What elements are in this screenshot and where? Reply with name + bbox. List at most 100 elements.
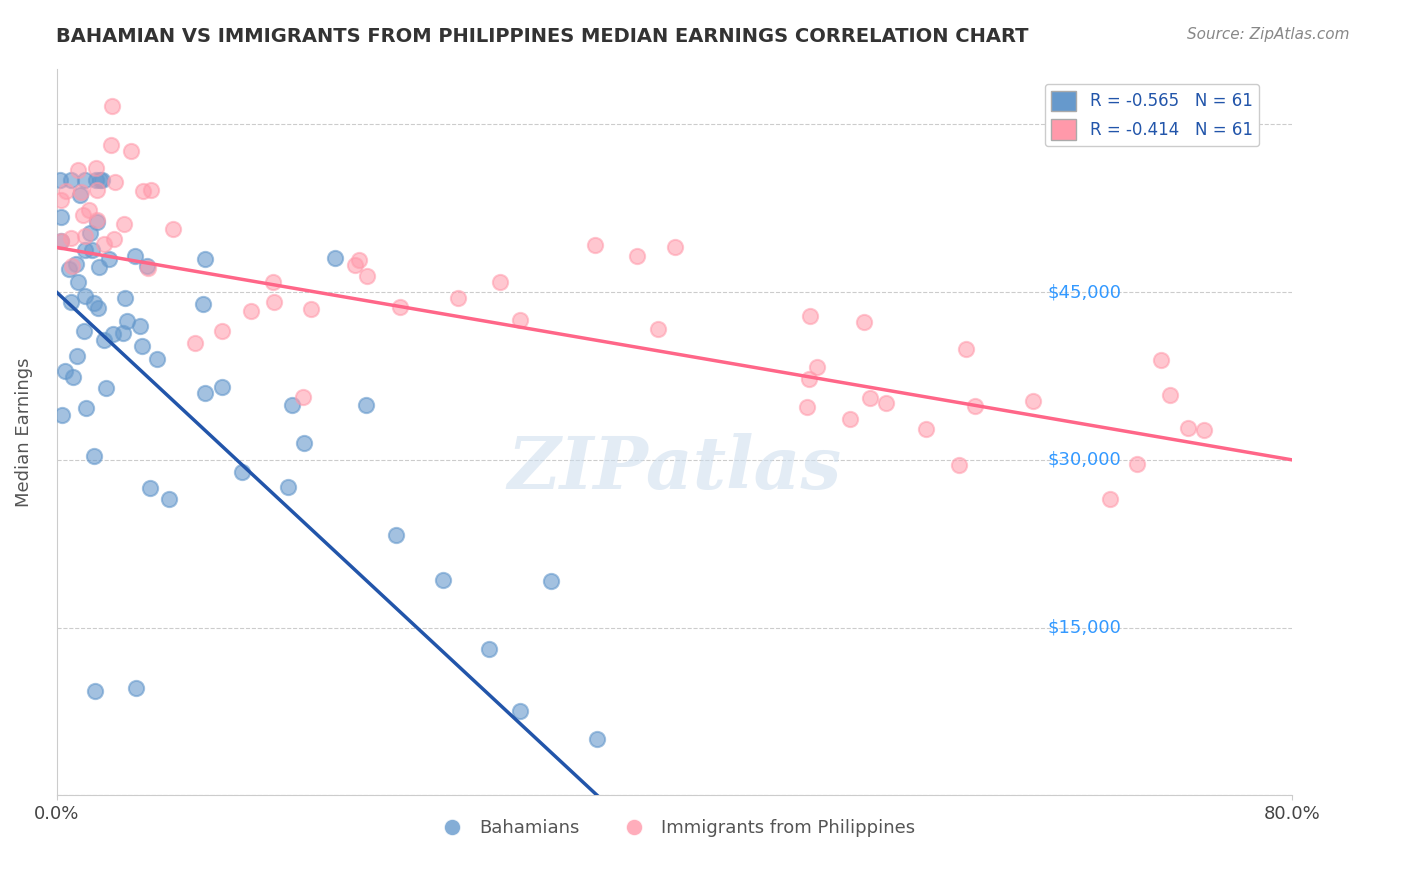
Bahamians: [82, 243, 104, 257]
Bahamians: [323, 251, 346, 265]
Immigrants from Philippines: [100, 138, 122, 153]
Y-axis label: Median Earnings: Median Earnings: [15, 357, 32, 507]
Immigrants from Philippines: [1022, 393, 1045, 408]
Immigrants from Philippines: [1126, 457, 1149, 471]
Bahamians: [509, 705, 531, 719]
Immigrants from Philippines: [797, 372, 820, 386]
Bahamians: [115, 314, 138, 328]
Bahamians: [86, 215, 108, 229]
Bahamians: [139, 481, 162, 495]
Bahamians: [136, 259, 159, 273]
Bahamians: [66, 275, 89, 289]
Bahamians: [98, 252, 121, 267]
Immigrants from Philippines: [86, 213, 108, 227]
Immigrants from Philippines: [262, 276, 284, 290]
Text: $30,000: $30,000: [1047, 451, 1122, 469]
Immigrants from Philippines: [132, 184, 155, 198]
Bahamians: [83, 296, 105, 310]
Immigrants from Philippines: [1159, 388, 1181, 402]
Text: Source: ZipAtlas.com: Source: ZipAtlas.com: [1187, 27, 1350, 42]
Text: $45,000: $45,000: [1047, 283, 1122, 301]
Immigrants from Philippines: [806, 360, 828, 375]
Immigrants from Philippines: [72, 208, 94, 222]
Immigrants from Philippines: [103, 232, 125, 246]
Bahamians: [75, 401, 97, 416]
Immigrants from Philippines: [488, 275, 510, 289]
Bahamians: [354, 398, 377, 412]
Text: ZIPatlas: ZIPatlas: [508, 433, 842, 504]
Bahamians: [89, 173, 111, 187]
Bahamians: [91, 173, 114, 187]
Immigrants from Philippines: [62, 260, 84, 274]
Immigrants from Philippines: [948, 458, 970, 472]
Immigrants from Philippines: [583, 238, 606, 252]
Immigrants from Philippines: [626, 249, 648, 263]
Immigrants from Philippines: [59, 230, 82, 244]
Bahamians: [146, 352, 169, 367]
Immigrants from Philippines: [51, 235, 73, 249]
Immigrants from Philippines: [70, 185, 93, 199]
Bahamians: [103, 326, 125, 341]
Bahamians: [93, 333, 115, 347]
Immigrants from Philippines: [239, 303, 262, 318]
Bahamians: [49, 210, 72, 224]
Immigrants from Philippines: [183, 336, 205, 351]
Bahamians: [60, 295, 83, 310]
Bahamians: [281, 398, 304, 412]
Bahamians: [89, 260, 111, 274]
Immigrants from Philippines: [915, 422, 938, 436]
Bahamians: [48, 173, 70, 187]
Bahamians: [292, 435, 315, 450]
Bahamians: [478, 642, 501, 657]
Immigrants from Philippines: [356, 269, 378, 284]
Immigrants from Philippines: [79, 202, 101, 217]
Immigrants from Philippines: [647, 322, 669, 336]
Text: BAHAMIAN VS IMMIGRANTS FROM PHILIPPINES MEDIAN EARNINGS CORRELATION CHART: BAHAMIAN VS IMMIGRANTS FROM PHILIPPINES …: [56, 27, 1029, 45]
Bahamians: [65, 349, 87, 363]
Bahamians: [194, 252, 217, 267]
Immigrants from Philippines: [955, 342, 977, 356]
Immigrants from Philippines: [509, 313, 531, 327]
Bahamians: [87, 301, 110, 315]
Bahamians: [58, 261, 80, 276]
Bahamians: [385, 528, 408, 542]
Legend: Bahamians, Immigrants from Philippines: Bahamians, Immigrants from Philippines: [427, 812, 922, 845]
Immigrants from Philippines: [162, 221, 184, 235]
Bahamians: [72, 324, 94, 338]
Immigrants from Philippines: [141, 184, 163, 198]
Bahamians: [124, 249, 146, 263]
Bahamians: [194, 385, 217, 400]
Text: $15,000: $15,000: [1047, 619, 1122, 637]
Immigrants from Philippines: [664, 240, 686, 254]
Bahamians: [211, 380, 233, 394]
Immigrants from Philippines: [388, 300, 411, 314]
Bahamians: [83, 449, 105, 463]
Bahamians: [191, 297, 214, 311]
Bahamians: [84, 173, 107, 187]
Immigrants from Philippines: [347, 252, 370, 267]
Bahamians: [540, 574, 562, 589]
Bahamians: [157, 492, 180, 507]
Immigrants from Philippines: [447, 292, 470, 306]
Bahamians: [129, 318, 152, 333]
Immigrants from Philippines: [51, 193, 73, 207]
Bahamians: [277, 480, 299, 494]
Immigrants from Philippines: [1099, 492, 1122, 507]
Immigrants from Philippines: [299, 301, 322, 316]
Bahamians: [111, 326, 134, 341]
Bahamians: [125, 681, 148, 696]
Text: $60,000: $60,000: [1047, 115, 1121, 134]
Immigrants from Philippines: [292, 390, 315, 404]
Bahamians: [51, 408, 73, 422]
Bahamians: [62, 370, 84, 384]
Bahamians: [432, 574, 454, 588]
Immigrants from Philippines: [55, 184, 77, 198]
Bahamians: [586, 732, 609, 747]
Bahamians: [114, 291, 136, 305]
Immigrants from Philippines: [120, 144, 142, 158]
Bahamians: [231, 466, 253, 480]
Bahamians: [79, 227, 101, 241]
Bahamians: [69, 188, 91, 202]
Immigrants from Philippines: [796, 400, 818, 414]
Immigrants from Philippines: [101, 99, 124, 113]
